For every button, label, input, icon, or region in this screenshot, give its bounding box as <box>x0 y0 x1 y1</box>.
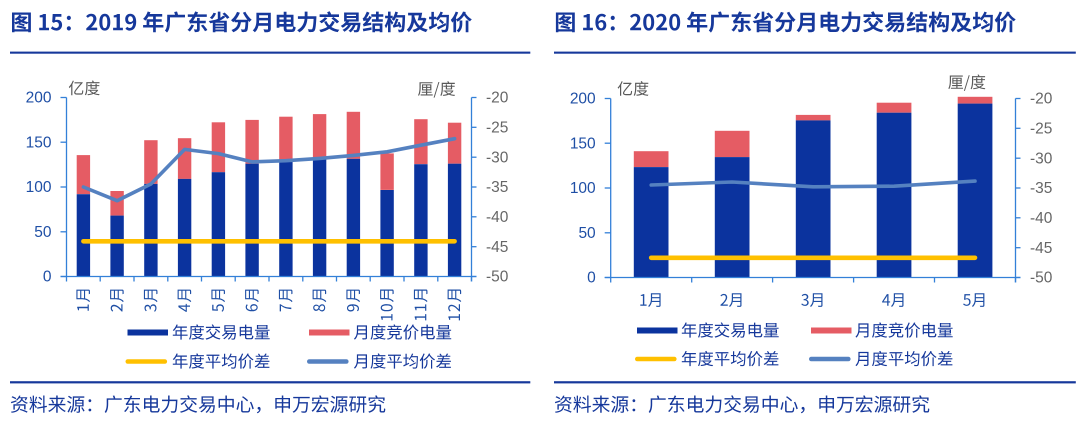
svg-text:100: 100 <box>570 180 596 197</box>
svg-text:150: 150 <box>570 135 596 152</box>
svg-text:0: 0 <box>587 270 596 287</box>
svg-text:-25: -25 <box>486 120 508 137</box>
svg-text:-30: -30 <box>486 149 509 166</box>
svg-text:200: 200 <box>26 90 52 107</box>
svg-text:-50: -50 <box>1030 270 1053 287</box>
svg-text:0: 0 <box>43 269 52 286</box>
svg-text:-30: -30 <box>1030 150 1053 167</box>
svg-text:-40: -40 <box>1030 210 1053 227</box>
svg-text:100: 100 <box>26 179 52 196</box>
svg-text:-45: -45 <box>486 239 508 256</box>
svg-text:50: 50 <box>34 224 52 241</box>
svg-text:-20: -20 <box>486 90 509 107</box>
svg-text:200: 200 <box>570 91 596 108</box>
svg-text:-35: -35 <box>486 179 508 196</box>
svg-text:-45: -45 <box>1030 240 1052 257</box>
svg-text:-20: -20 <box>1030 91 1053 108</box>
svg-text:-25: -25 <box>1030 121 1052 138</box>
svg-text:150: 150 <box>26 134 52 151</box>
svg-text:-50: -50 <box>486 269 509 286</box>
svg-text:-40: -40 <box>486 209 509 226</box>
svg-text:-35: -35 <box>1030 180 1052 197</box>
svg-text:50: 50 <box>578 225 596 242</box>
